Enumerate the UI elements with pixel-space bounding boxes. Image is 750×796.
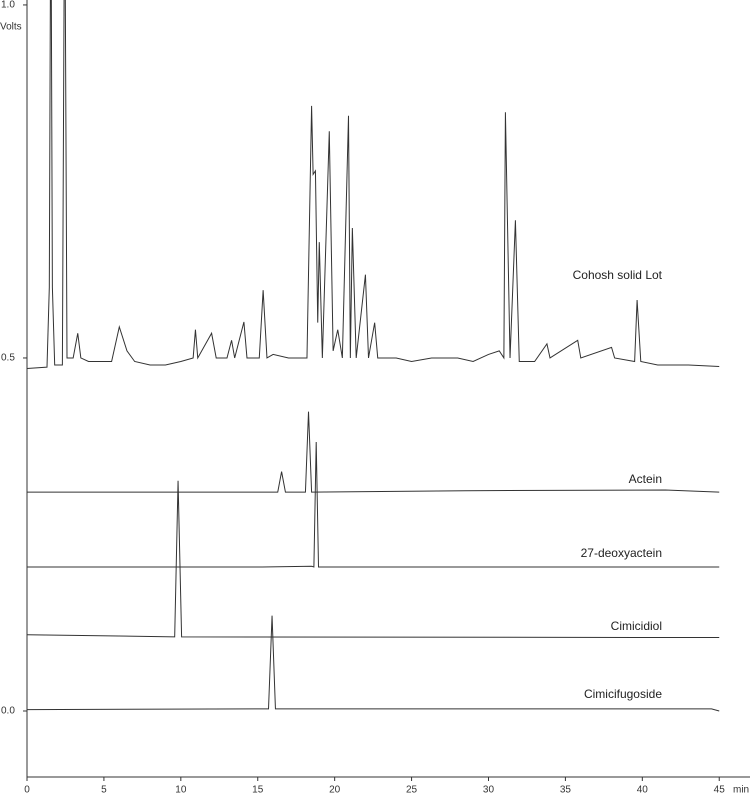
trace-label: 27-deoxyactein: [580, 546, 662, 560]
x-tick-label: 5: [101, 785, 107, 796]
trace-label: Cimicidiol: [610, 619, 662, 633]
trace-line: [27, 441, 720, 568]
trace-label: Cohosh solid Lot: [572, 268, 662, 282]
x-tick-label: 35: [560, 785, 572, 796]
y-tick-label: 0.5: [1, 353, 15, 364]
x-tick-label: 15: [252, 785, 264, 796]
y-tick-label: 1.0: [1, 0, 15, 11]
x-tick-label: 45: [714, 785, 726, 796]
trace-line: [27, 411, 720, 493]
x-axis-label: min: [733, 785, 749, 796]
x-tick-label: 30: [483, 785, 495, 796]
trace-label: Cimicifugoside: [583, 687, 662, 701]
trace-line: [27, 615, 720, 712]
trace-line: [27, 480, 720, 639]
x-tick-label: 0: [24, 785, 30, 796]
x-tick-label: 40: [637, 785, 649, 796]
trace-label: Actein: [628, 472, 662, 486]
trace-line: [27, 0, 720, 370]
y-tick-label: 0.0: [1, 706, 15, 717]
x-tick-label: 25: [406, 785, 418, 796]
x-tick-label: 10: [175, 785, 187, 796]
traces: [27, 0, 720, 712]
x-tick-label: 20: [329, 785, 341, 796]
y-axis-label: Volts: [0, 22, 22, 33]
